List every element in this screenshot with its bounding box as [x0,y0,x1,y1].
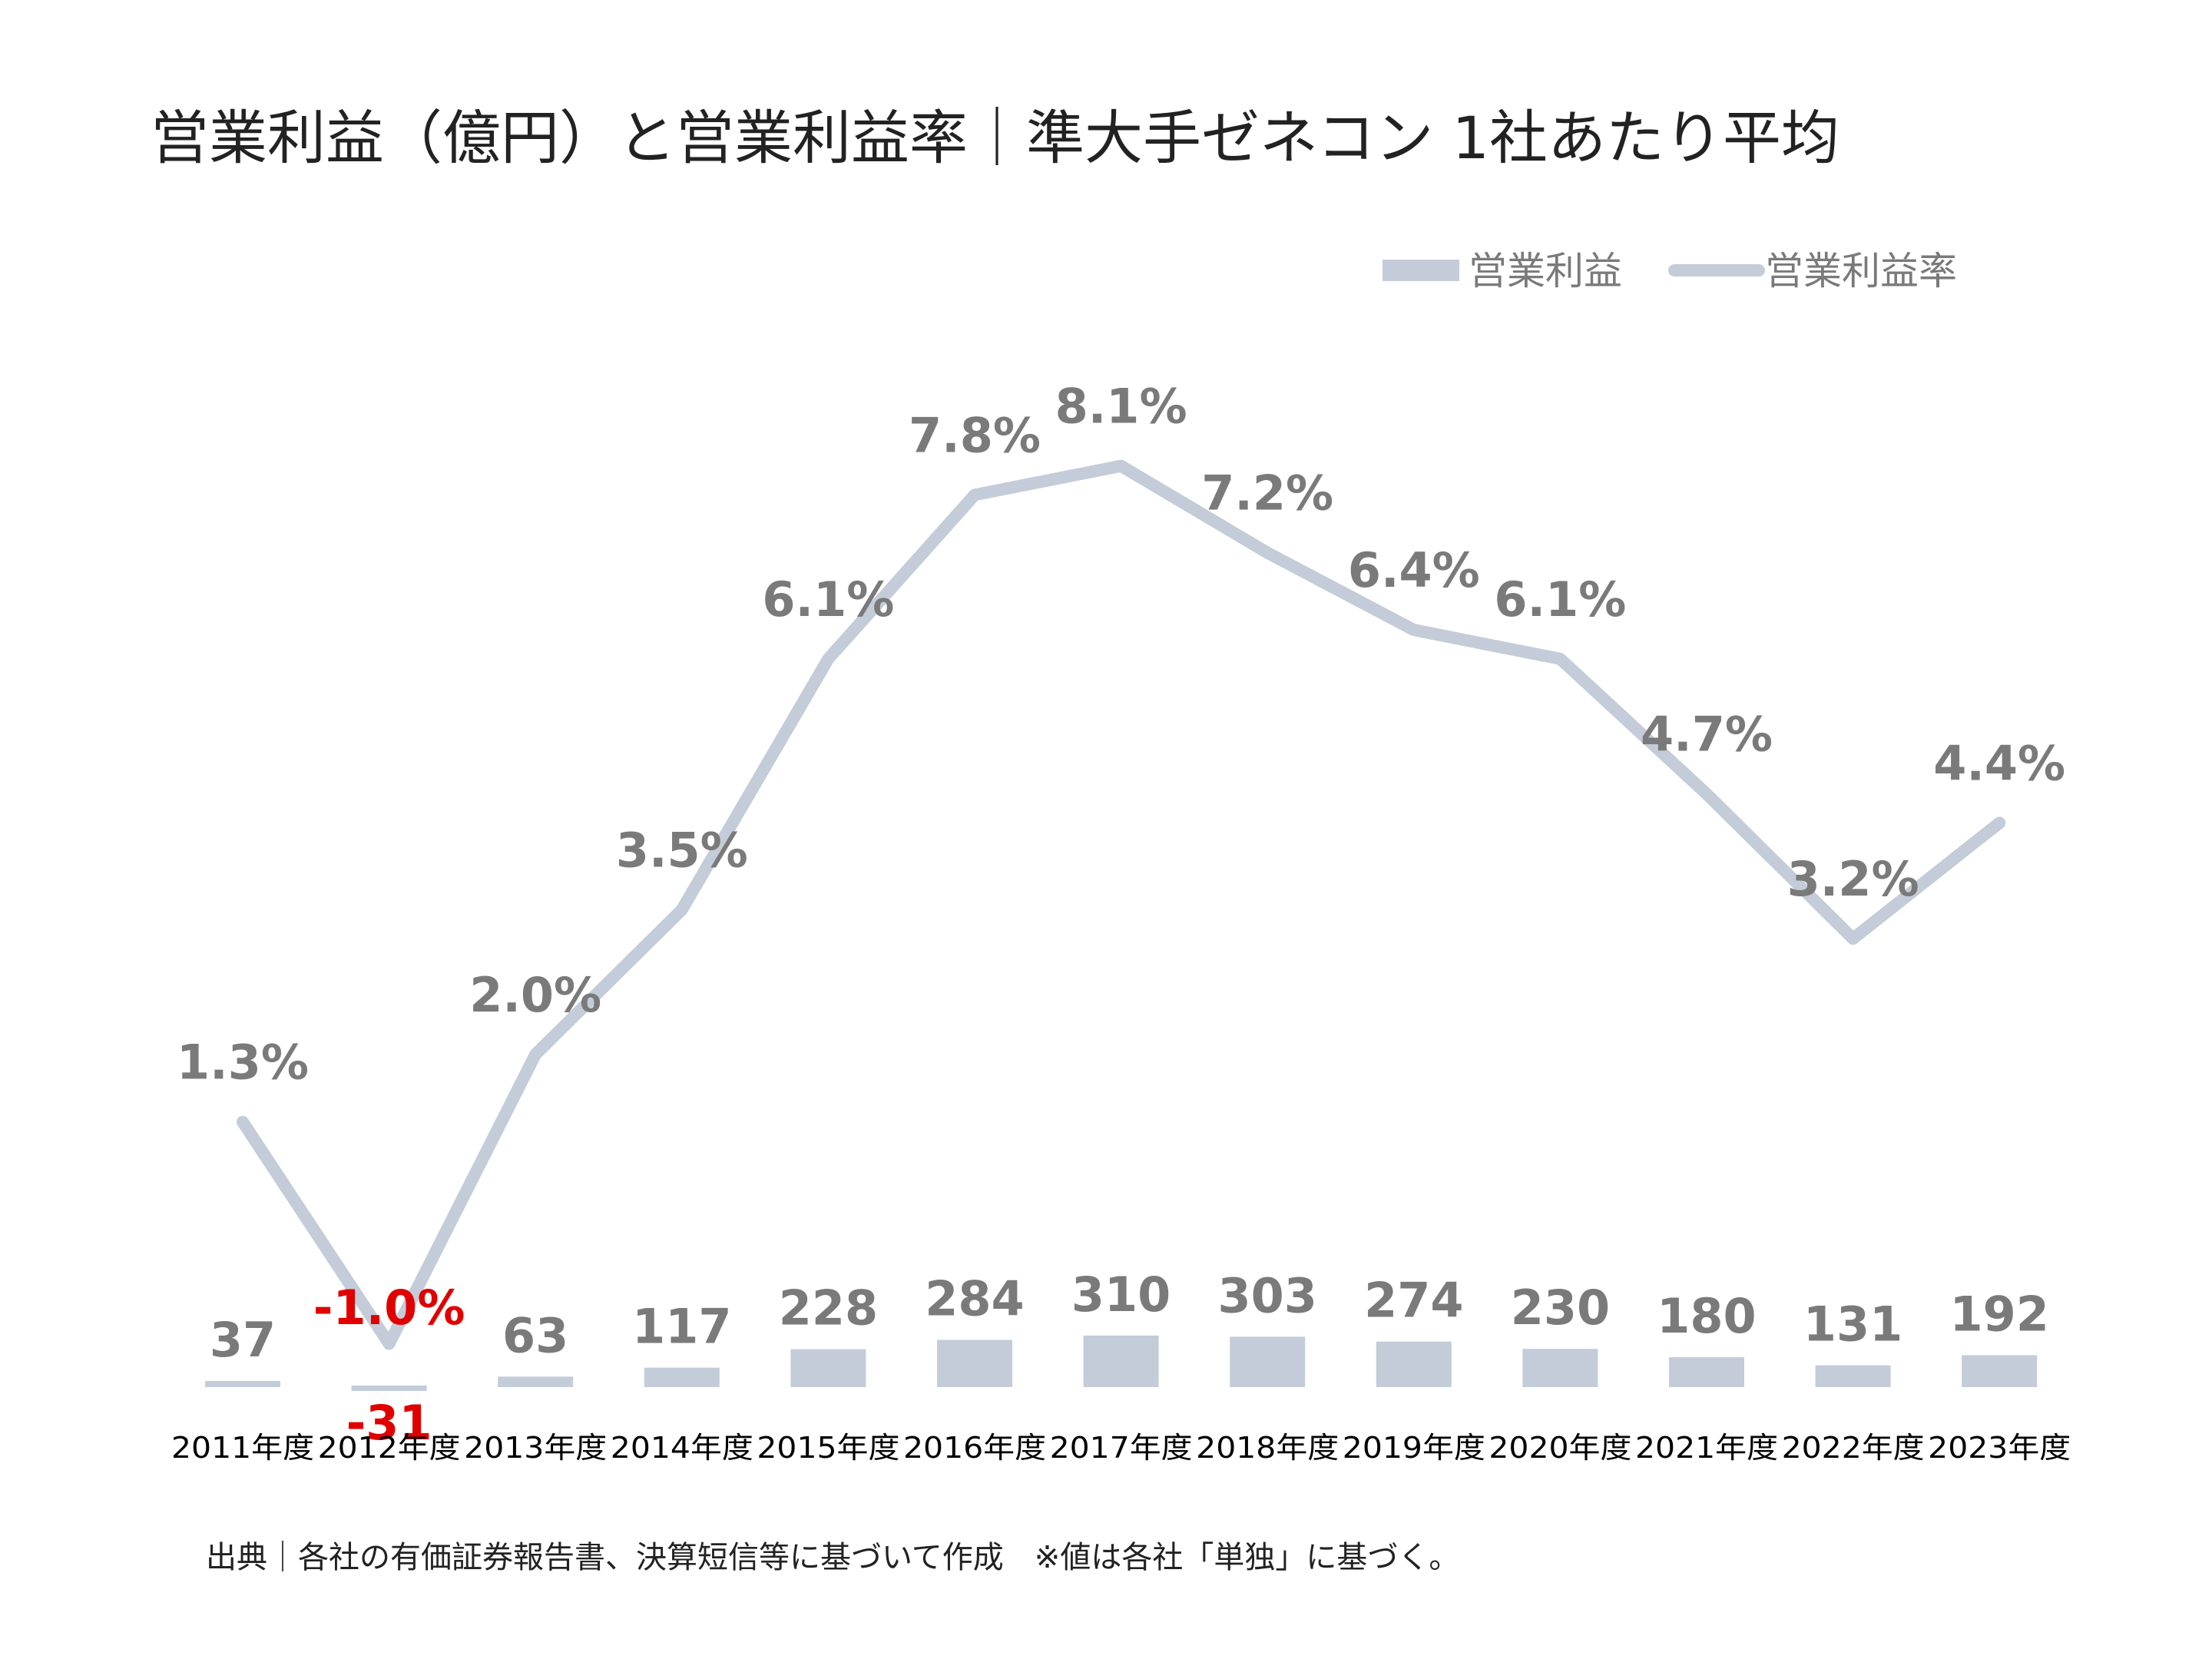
line-data-label: 7.8% [909,407,1041,463]
legend: 営業利益 営業利益率 [1382,249,1957,293]
x-tick-label: 2020年度 [1488,1431,1631,1465]
line-data-label: 3.5% [616,822,748,878]
x-tick-label: 2016年度 [903,1431,1046,1465]
chart-title: 営業利益（億円）と営業利益率｜準大手ゼネコン 1社あたり平均 [151,104,1839,172]
bar [1376,1341,1452,1387]
bar-data-label: 192 [1949,1286,2048,1342]
bar-data-label: 131 [1803,1296,1902,1353]
line-data-label: 6.1% [1494,571,1626,628]
legend-label-line: 営業利益率 [1765,249,1957,293]
line-point [242,1121,243,1123]
line-point [1706,793,1707,795]
legend-label-bar: 営業利益 [1469,249,1622,293]
bar-series [205,1335,2038,1391]
bar [644,1367,720,1387]
legend-swatch-bar [1382,260,1459,281]
line-point [1120,465,1122,467]
line-data-labels: 1.3%-1.0%2.0%3.5%6.1%7.8%8.1%7.2%6.4%6.1… [177,379,2065,1336]
bar [1522,1349,1598,1387]
bar-data-label: 310 [1071,1267,1171,1323]
line-data-label: 4.7% [1641,707,1773,763]
rate-line [237,459,2006,1350]
bar-data-label: -31 [346,1395,432,1451]
x-tick-label: 2018年度 [1196,1431,1339,1465]
bar-data-labels: 37 -31 63 117 228 284 310 303 274 230 180 131 192 [210,1267,2049,1451]
bar-data-label: 37 [210,1312,276,1368]
x-tick-label: 2023年度 [1928,1431,2071,1465]
bar-data-label: 228 [779,1280,878,1336]
bar [1962,1355,2038,1387]
x-axis-tick-labels: 2011年度 2012年度 2013年度 2014年度 2015年度 2016年度 2017… [171,1431,2071,1465]
x-tick-label: 2019年度 [1343,1431,1485,1465]
line-point [974,494,975,496]
bar [351,1386,427,1391]
line-point [1852,938,1854,940]
bar [1230,1336,1306,1387]
bar-data-label: 284 [925,1271,1024,1327]
line-point [1267,551,1269,554]
bar [205,1380,280,1387]
x-tick-label: 2011年度 [171,1431,314,1465]
bar-data-label: 274 [1364,1273,1463,1329]
x-tick-label: 2022年度 [1782,1431,1925,1465]
line-data-label: -1.0% [313,1280,465,1336]
line-data-label: 4.4% [1933,735,2065,791]
x-tick-label: 2021年度 [1635,1431,1778,1465]
bar-data-label: 63 [502,1307,568,1363]
line-data-label: 2.0% [469,967,601,1023]
line-point [535,1053,537,1055]
x-tick-label: 2017年度 [1050,1431,1193,1465]
bar [1815,1365,1891,1387]
bar [790,1349,866,1387]
source-note: 出典｜各社の有価証券報告書、決算短信等に基づいて作成 ※値は各社「単独」に基づく… [206,1540,1460,1575]
line-point [1412,629,1415,631]
line-data-label: 3.2% [1787,851,1919,907]
line-data-label: 6.4% [1348,542,1480,598]
x-tick-label: 2012年度 [318,1431,461,1465]
line-data-label: 6.1% [762,571,894,628]
bar [937,1339,1012,1387]
bar [1083,1335,1159,1387]
bar-data-label: 117 [632,1299,731,1355]
bar-data-label: 230 [1511,1280,1610,1336]
x-tick-label: 2015年度 [757,1431,899,1465]
line-data-label: 7.2% [1201,465,1333,522]
line-point [1559,657,1561,660]
line-point [388,1343,390,1345]
bar [498,1376,574,1387]
line-data-label: 1.3% [177,1035,309,1091]
x-tick-label: 2014年度 [611,1431,753,1465]
line-data-label: 8.1% [1055,379,1187,435]
line-point [680,909,683,911]
bar-data-label: 180 [1657,1288,1756,1344]
bar [1669,1357,1744,1387]
line-point [827,657,830,660]
line-series [237,459,2006,1350]
line-point [1998,822,2001,824]
bar-data-label: 303 [1217,1267,1316,1323]
x-tick-label: 2013年度 [464,1431,607,1465]
